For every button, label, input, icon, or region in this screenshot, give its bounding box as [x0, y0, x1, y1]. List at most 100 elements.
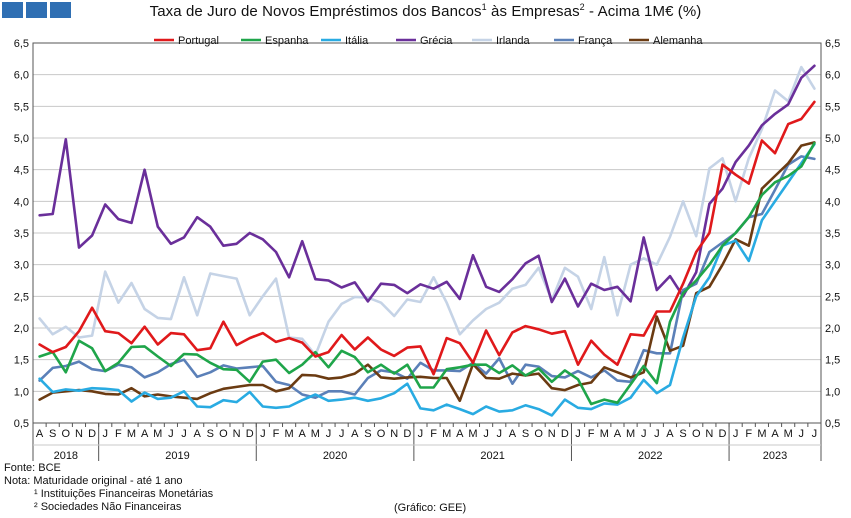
x-tick-label: J	[496, 428, 502, 440]
x-tick-label: M	[311, 428, 320, 440]
x-tick-label: J	[339, 428, 345, 440]
x-tick-label: J	[168, 428, 174, 440]
x-tick-label: M	[153, 428, 162, 440]
legend-label: Portugal	[178, 35, 219, 47]
x-tick-label: M	[784, 428, 793, 440]
x-tick-label: S	[679, 428, 686, 440]
title-text: Taxa de Juro de Novos Empréstimos dos Ba…	[149, 3, 482, 20]
x-tick-label: D	[719, 428, 727, 440]
x-tick-label: O	[219, 428, 228, 440]
x-tick-label: M	[600, 428, 609, 440]
series-line-alemanha	[38, 141, 816, 403]
legend-label: Itália	[345, 35, 369, 47]
series-line-irlanda	[38, 65, 816, 357]
series-line-grécia	[38, 64, 816, 308]
x-tick-label: O	[534, 428, 543, 440]
x-tick-label: O	[62, 428, 71, 440]
x-tick-label: A	[36, 428, 44, 440]
footer-note-2: ² Sociedades Não Financeiras	[34, 501, 182, 513]
x-tick-label: A	[666, 428, 674, 440]
x-tick-label: A	[193, 428, 201, 440]
y-tick-label-right: 3,5	[825, 228, 840, 240]
x-tick-label: F	[115, 428, 122, 440]
chart-credit: (Gráfico: GEE)	[394, 502, 467, 514]
y-tick-label-left: 6,5	[14, 38, 29, 50]
x-tick-label: A	[771, 428, 779, 440]
x-tick-label: J	[641, 428, 647, 440]
x-tick-label: F	[273, 428, 280, 440]
y-tick-label-left: 1,0	[14, 386, 29, 398]
x-tick-label: F	[588, 428, 595, 440]
x-tick-label: N	[75, 428, 83, 440]
x-tick-label: S	[522, 428, 529, 440]
y-tick-label-right: 6,5	[825, 38, 840, 50]
x-tick-label: J	[260, 428, 266, 440]
y-tick-label-left: 2,0	[14, 323, 29, 335]
year-label: 2020	[323, 450, 347, 462]
y-tick-label-left: 5,0	[14, 133, 29, 145]
footer-note: Nota: Maturidade original - até 1 ano	[4, 475, 183, 487]
x-tick-label: O	[692, 428, 701, 440]
footer-note-1: ¹ Instituições Financeiras Monetárias	[34, 488, 214, 500]
x-tick-label: O	[377, 428, 386, 440]
gee-logo	[2, 2, 71, 18]
year-label: 2018	[54, 450, 78, 462]
legend-label: Irlanda	[496, 35, 531, 47]
x-tick-label: A	[141, 428, 149, 440]
logo-block	[50, 2, 71, 18]
x-tick-label: J	[654, 428, 660, 440]
x-tick-label: S	[207, 428, 214, 440]
logo-block	[2, 2, 23, 18]
title-superscript: 1	[481, 2, 487, 12]
x-tick-label: A	[299, 428, 307, 440]
y-tick-label-right: 2,5	[825, 291, 840, 303]
x-tick-label: J	[326, 428, 332, 440]
y-tick-label-right: 0,5	[825, 418, 840, 430]
x-tick-label: S	[49, 428, 56, 440]
x-tick-label: J	[418, 428, 424, 440]
title-superscript: 2	[579, 2, 585, 12]
x-tick-label: J	[812, 428, 818, 440]
x-tick-label: D	[403, 428, 411, 440]
y-tick-label-right: 4,5	[825, 165, 840, 177]
y-tick-label-right: 5,5	[825, 101, 840, 113]
x-tick-label: N	[705, 428, 713, 440]
y-tick-label-left: 2,5	[14, 291, 29, 303]
year-label: 2022	[638, 450, 662, 462]
x-tick-label: D	[246, 428, 254, 440]
year-label: 2021	[480, 450, 504, 462]
title-text: - Acima 1M€ (%)	[584, 3, 702, 20]
y-tick-label-right: 4,0	[825, 196, 840, 208]
y-tick-label-left: 3,0	[14, 260, 29, 272]
y-tick-label-left: 6,0	[14, 70, 29, 82]
y-tick-label-right: 2,0	[825, 323, 840, 335]
x-tick-label: J	[181, 428, 187, 440]
x-tick-label: M	[442, 428, 451, 440]
x-tick-label: A	[509, 428, 517, 440]
y-tick-label-left: 4,5	[14, 165, 29, 177]
y-tick-label-right: 5,0	[825, 133, 840, 145]
y-tick-label-left: 3,5	[14, 228, 29, 240]
y-tick-label-right: 1,5	[825, 355, 840, 367]
y-tick-label-right: 6,0	[825, 70, 840, 82]
x-tick-label: S	[364, 428, 371, 440]
series-line-portugal	[38, 100, 816, 376]
y-tick-label-right: 3,0	[825, 260, 840, 272]
y-tick-label-right: 1,0	[825, 386, 840, 398]
x-tick-label: J	[102, 428, 108, 440]
y-tick-label-left: 1,5	[14, 355, 29, 367]
x-tick-label: N	[390, 428, 398, 440]
footer-source: Fonte: BCE	[4, 462, 61, 474]
x-tick-label: J	[733, 428, 739, 440]
x-tick-label: N	[233, 428, 241, 440]
x-tick-label: A	[456, 428, 464, 440]
year-label: 2023	[763, 450, 787, 462]
legend-label: Alemanha	[653, 35, 703, 47]
x-tick-label: M	[468, 428, 477, 440]
y-tick-label-left: 5,5	[14, 101, 29, 113]
y-tick-label-left: 0,5	[14, 418, 29, 430]
legend-label: França	[578, 35, 613, 47]
x-tick-label: F	[430, 428, 437, 440]
series-line-espanha	[38, 141, 816, 406]
